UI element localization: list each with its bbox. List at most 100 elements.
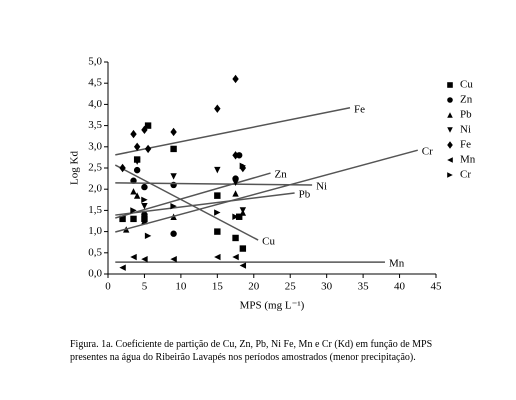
fit-line [115,192,295,216]
fit-label: Fe [354,103,365,115]
point [141,196,148,203]
fit-label: Ni [316,180,327,192]
point [141,211,148,218]
y-tick-label: 4,0 [88,98,102,110]
legend-label: Pb [460,109,472,121]
fit-line [115,149,418,233]
point [119,264,126,271]
x-tick-label: 15 [212,281,224,293]
legend-marker [447,172,453,178]
point [141,217,148,225]
x-tick-label: 0 [105,281,111,293]
caption: Figura. 1a. Coeficiente de partição de C… [70,338,490,364]
point [133,142,141,151]
y-axis-label: Log Kd [69,151,81,185]
point [141,255,148,263]
legend-label: Cr [460,169,471,181]
fit-line [115,172,271,219]
point [232,213,239,220]
legend-marker [447,97,453,103]
point [239,162,247,170]
point [133,192,141,199]
caption-line: presentes na água do Ribeirão Lavapés no… [70,352,416,363]
y-tick-label: 2,0 [88,183,102,195]
x-tick-label: 10 [175,281,187,293]
point [239,262,247,269]
y-tick-label: 4,5 [88,77,102,89]
point [170,173,177,180]
point [214,192,221,199]
point [232,190,239,197]
fit-line [115,107,351,156]
point [144,122,152,129]
point [141,202,148,210]
x-tick-label: 35 [358,281,370,293]
fit-label: Cu [262,236,275,248]
point [144,144,152,154]
y-tick-label: 0,5 [88,246,102,258]
fit-label: Cr [422,146,433,158]
point [170,230,177,237]
point [130,207,137,214]
point [214,209,221,216]
caption-line: Figura. 1a. Coeficiente de partição de C… [70,339,433,350]
point [214,166,221,174]
point [141,125,148,135]
point [239,245,247,252]
fit-line [115,182,313,186]
point [232,253,239,261]
point [130,129,137,139]
x-tick-label: 20 [248,281,260,293]
legend-marker [447,157,453,163]
fit-label: Pb [299,189,311,201]
point [144,232,152,240]
point [232,74,239,84]
x-axis-label: MPS (mg L⁻¹) [240,300,305,312]
x-tick-label: 30 [321,281,333,293]
point [170,127,177,137]
point [236,213,243,220]
point [133,158,141,165]
point [232,234,239,242]
legend-marker [447,82,453,88]
point [130,188,137,195]
legend-label: Cu [460,79,473,91]
y-tick-label: 2,5 [88,162,102,174]
point [170,255,177,263]
point [130,215,137,223]
point [214,104,221,113]
y-tick-label: 1,5 [88,204,102,216]
y-tick-label: 5,0 [88,56,102,68]
point [130,253,137,261]
point [214,228,221,235]
x-tick-label: 45 [431,281,443,293]
x-tick-label: 5 [142,281,148,293]
point [170,145,177,153]
fit-line [114,164,259,241]
point [170,202,177,210]
y-tick-label: 0,0 [88,268,102,280]
legend-marker [447,127,453,133]
point [236,152,243,159]
fit-label: Mn [389,258,405,270]
y-tick-label: 1,0 [88,225,102,237]
legend-label: Mn [460,154,476,166]
legend-marker [447,112,453,118]
x-tick-label: 40 [394,281,406,293]
point [119,215,126,223]
point [232,179,239,187]
point [239,207,247,214]
y-tick-label: 3,5 [88,119,102,131]
point [119,163,126,173]
point [232,151,239,160]
point [141,183,148,191]
legend-marker [447,141,453,149]
y-tick-label: 3,0 [88,140,102,152]
x-tick-label: 25 [285,281,297,293]
legend-label: Fe [460,139,471,151]
legend-label: Zn [460,94,473,106]
point [133,166,141,174]
point [214,253,221,261]
fit-label: Zn [275,169,288,181]
